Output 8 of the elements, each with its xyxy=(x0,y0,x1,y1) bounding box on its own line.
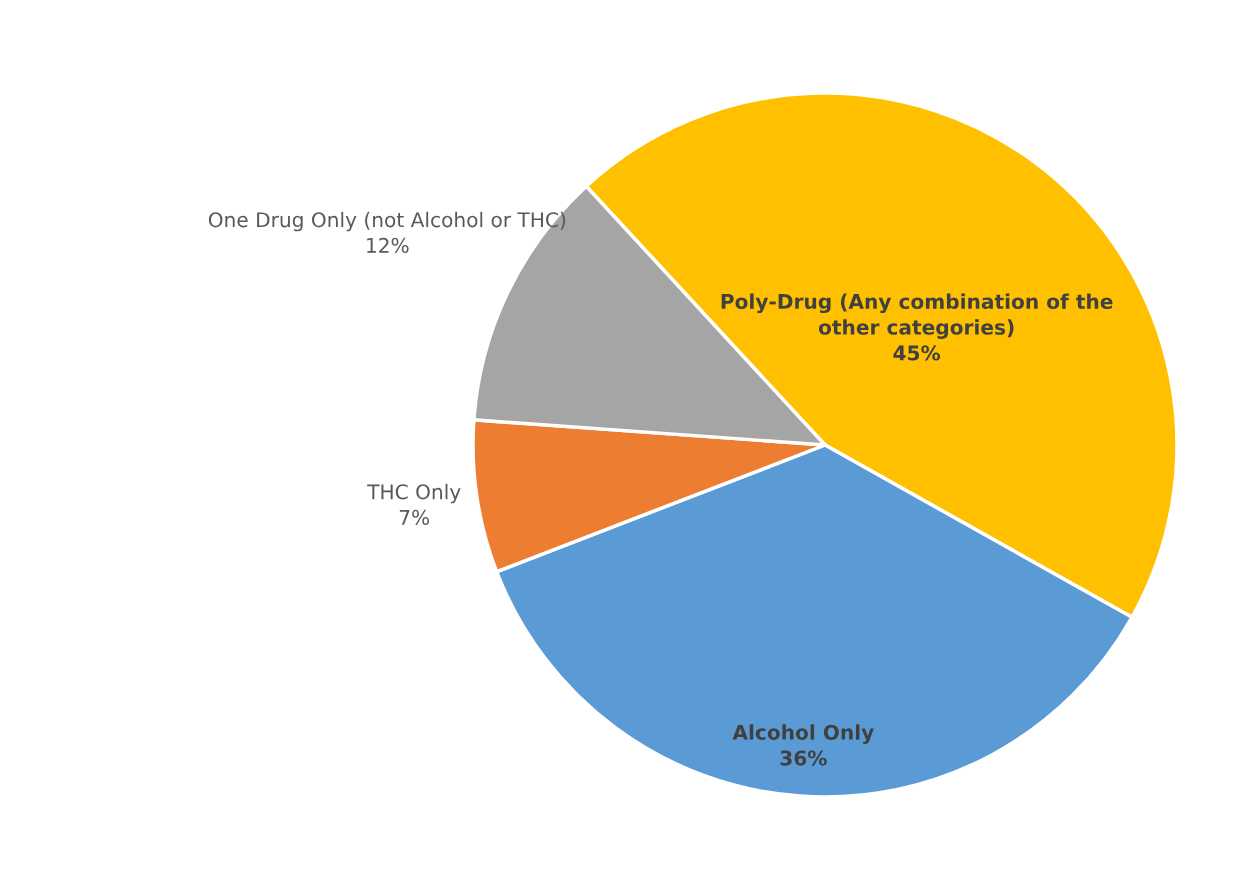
slice-label: THC Only xyxy=(367,483,461,504)
slice-label: Poly-Drug (Any combination of the other categories) xyxy=(721,293,1113,339)
data-label: 36% xyxy=(780,750,827,766)
data-label: 12% xyxy=(367,237,409,253)
slice-label: Alcohol Only xyxy=(732,724,874,744)
data-label: 7% xyxy=(399,509,430,526)
slice-label: One Drug Only (not Alcohol or THC) xyxy=(208,211,566,232)
data-label: 45% xyxy=(893,345,941,361)
